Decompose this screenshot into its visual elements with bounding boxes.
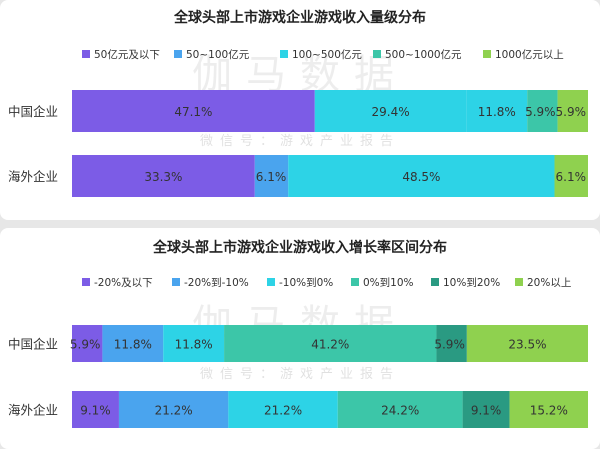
legend-swatch — [82, 278, 90, 286]
data-label: 11.8% — [175, 338, 213, 352]
legend-swatch — [373, 50, 381, 58]
bar-segment — [436, 325, 467, 362]
bar-segment — [554, 155, 588, 197]
data-label: 9.1% — [80, 404, 111, 418]
bar-segment — [228, 391, 338, 428]
bar-segment — [72, 90, 315, 132]
legend-swatch — [82, 50, 90, 58]
category-label: 中国企业 — [8, 104, 58, 119]
legend-swatch — [174, 50, 182, 58]
data-label: 29.4% — [372, 105, 410, 119]
legend-swatch — [172, 278, 180, 286]
bar-segment — [462, 391, 510, 428]
data-label: 5.9% — [525, 105, 556, 119]
legend-label: 1000亿元以上 — [495, 48, 564, 61]
bar-segment — [527, 90, 558, 132]
bar-segment — [72, 155, 255, 197]
chart-title: 全球头部上市游戏企业游戏收入增长率区间分布 — [152, 239, 447, 256]
data-label: 6.1% — [556, 170, 587, 184]
bar-segment — [509, 391, 588, 428]
bar-segment — [72, 325, 103, 362]
data-label: 15.2% — [530, 404, 568, 418]
category-label: 海外企业 — [8, 169, 58, 184]
bar-segment — [557, 90, 588, 132]
legend-swatch — [483, 50, 491, 58]
category-label: 中国企业 — [8, 337, 58, 352]
legend-label: 50亿元及以下 — [94, 48, 160, 61]
bar-segment — [337, 391, 463, 428]
legend-label: 100~500亿元 — [292, 48, 362, 61]
legend-label: 0%到10% — [363, 277, 414, 289]
bar-segment — [254, 155, 289, 197]
bar-segment — [163, 325, 225, 362]
bar-segment — [118, 391, 229, 428]
bar-segment — [466, 90, 528, 132]
legend-label: 500~1000亿元 — [385, 48, 462, 61]
data-label: 9.1% — [471, 404, 502, 418]
legend-label: 20%以上 — [527, 277, 571, 289]
data-label: 33.3% — [144, 170, 182, 184]
bar-segment — [288, 155, 555, 197]
legend-swatch — [280, 50, 288, 58]
legend-label: -20%及以下 — [94, 277, 153, 289]
data-label: 48.5% — [402, 170, 440, 184]
data-label: 5.9% — [70, 338, 101, 352]
legend-label: -10%到0% — [279, 277, 333, 289]
legend-label: -20%到-10% — [184, 277, 249, 289]
data-label: 24.2% — [381, 404, 419, 418]
bar-segment — [72, 391, 119, 428]
chart-title: 全球头部上市游戏企业游戏收入量级分布 — [173, 9, 426, 26]
legend-label: 10%到20% — [443, 277, 500, 289]
bar-segment — [466, 325, 588, 362]
watermark-subtitle-text: 微信号：游戏产业报告 — [200, 134, 400, 149]
data-label: 47.1% — [174, 105, 212, 119]
legend-swatch — [351, 278, 359, 286]
data-label: 5.9% — [434, 338, 465, 352]
legend-swatch — [431, 278, 439, 286]
data-label: 6.1% — [256, 170, 287, 184]
bar-segment — [224, 325, 437, 362]
bar-segment — [102, 325, 164, 362]
watermark-subtitle-text: 微信号：游戏产业报告 — [200, 367, 400, 382]
revenue-growth-chart: 伽马数据全球头部上市游戏企业游戏收入增长率区间分布-20%及以下-20%到-10… — [8, 239, 588, 428]
data-label: 23.5% — [508, 338, 546, 352]
chart-panel-revenue-scale: 伽马数据 全球头部上市游戏企业游戏收入量级分布 50亿元及以下 50~100亿元 100… — [0, 0, 600, 220]
data-label: 21.2% — [155, 404, 193, 418]
data-label: 11.8% — [114, 338, 152, 352]
legend-swatch — [267, 278, 275, 286]
data-label: 41.2% — [311, 338, 349, 352]
data-label: 5.9% — [556, 105, 587, 119]
legend-swatch — [515, 278, 523, 286]
bar-segment — [314, 90, 467, 132]
chart-panel-revenue-growth: 伽马数据全球头部上市游戏企业游戏收入增长率区间分布-20%及以下-20%到-10… — [0, 228, 600, 449]
data-label: 21.2% — [264, 404, 302, 418]
data-label: 11.8% — [478, 105, 516, 119]
category-label: 海外企业 — [8, 403, 58, 418]
legend-label: 50~100亿元 — [186, 48, 250, 61]
